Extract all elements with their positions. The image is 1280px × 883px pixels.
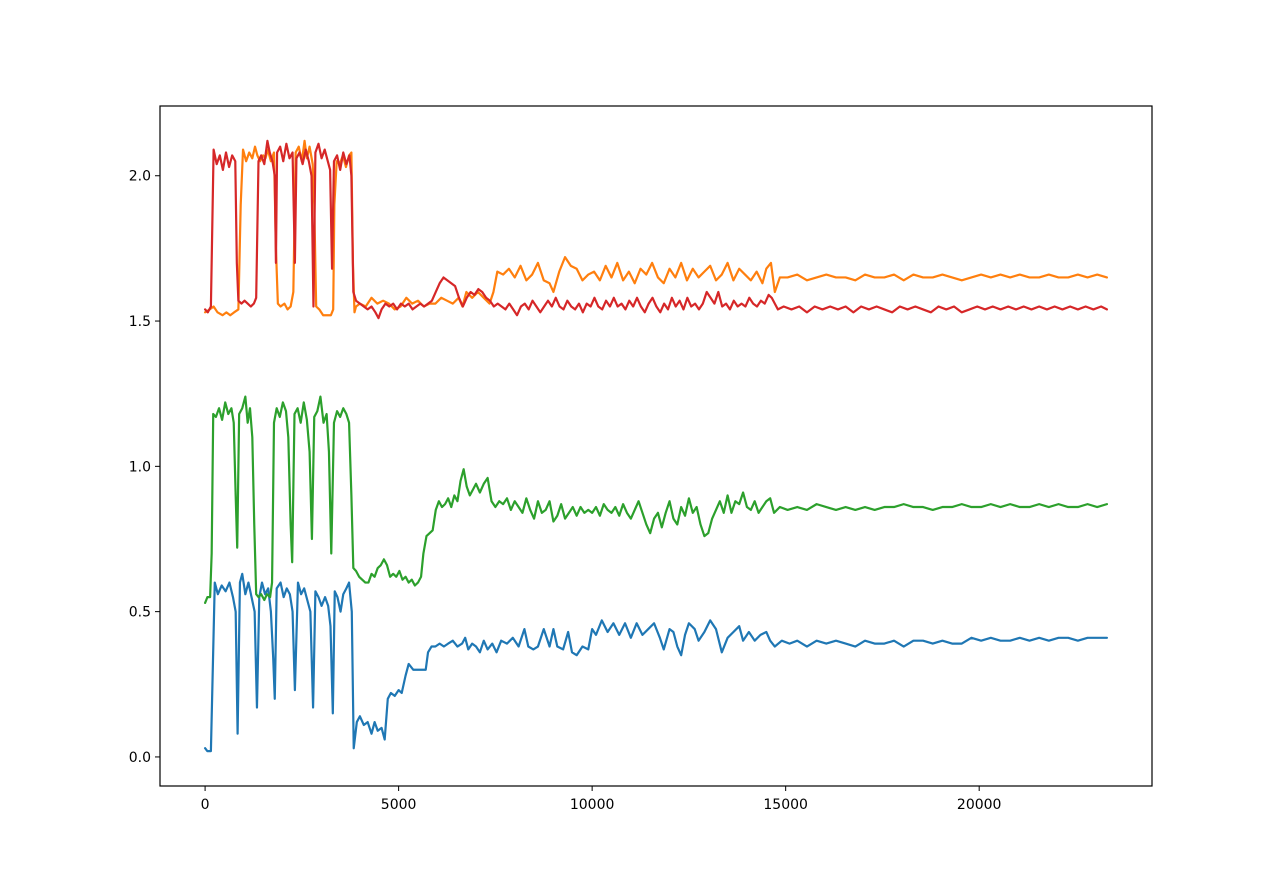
y-axis: 0.0 0.5 1.0 1.5 2.0	[129, 169, 160, 766]
y-tick-label: 0.5	[129, 605, 151, 621]
x-tick-label: 0	[201, 797, 210, 813]
series-line-2	[203, 139, 1109, 317]
x-tick-label: 10000	[570, 797, 615, 813]
y-tick-label: 1.5	[129, 314, 151, 330]
x-tick-label: 15000	[763, 797, 808, 813]
x-axis: 0 5000 10000 15000 20000	[201, 786, 1002, 813]
series-line-3	[203, 395, 1109, 605]
plot-frame	[159, 105, 1153, 787]
y-tick-label: 2.0	[129, 169, 151, 185]
series-layer	[203, 139, 1109, 753]
y-tick-label: 0.0	[129, 750, 151, 766]
x-tick-label: 20000	[957, 797, 1002, 813]
x-tick-label: 5000	[381, 797, 417, 813]
y-tick-label: 1.0	[129, 459, 151, 475]
series-line-1	[203, 572, 1109, 753]
series-line-4	[203, 139, 1109, 320]
